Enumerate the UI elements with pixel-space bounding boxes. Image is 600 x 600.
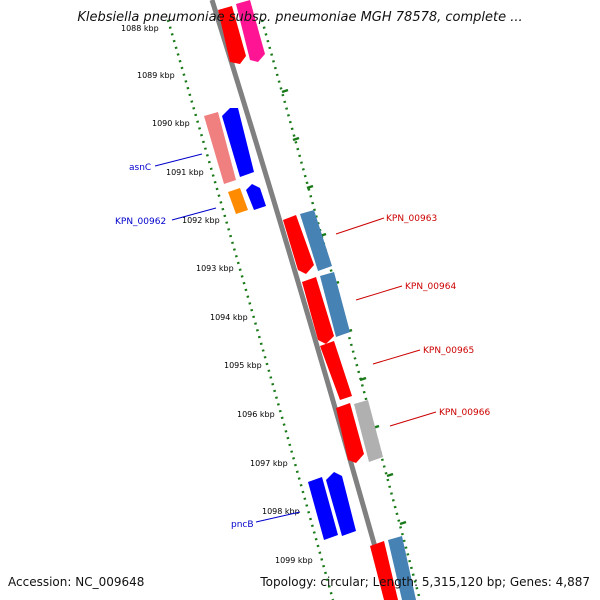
gene-arrow-red-top bbox=[218, 6, 246, 64]
kbp-label: 1091 kbp bbox=[166, 168, 204, 177]
gene-arrow-blue-pncb-2 bbox=[326, 472, 356, 536]
kbp-label: 1092 kbp bbox=[182, 216, 220, 225]
gene-label-kpn00964[interactable]: KPN_00964 bbox=[405, 282, 456, 292]
gene-label-kpn00966-group: KPN_00966 bbox=[389, 408, 490, 427]
gene-label-kpn00963[interactable]: KPN_00963 bbox=[386, 214, 437, 224]
gene-label-kpn00965[interactable]: KPN_00965 bbox=[423, 346, 474, 356]
kbp-label: 1098 kbp bbox=[262, 507, 300, 516]
gene-label-kpn00962[interactable]: KPN_00962 bbox=[115, 217, 166, 227]
gene-label-kpn00965-group: KPN_00965 bbox=[372, 346, 474, 365]
gene-arrows bbox=[204, 0, 416, 600]
gene-arrow-red-00966 bbox=[336, 403, 364, 463]
gene-label-kpn00964-group: KPN_00964 bbox=[355, 282, 456, 301]
gene-label-kpn00962-group: KPN_00962 bbox=[115, 207, 217, 227]
kbp-label: 1090 kbp bbox=[152, 119, 190, 128]
kbp-label: 1096 kbp bbox=[237, 410, 275, 419]
gene-arrow-blue-small bbox=[246, 184, 266, 210]
genome-summary-text: Topology: circular; Length: 5,315,120 bp… bbox=[260, 575, 590, 589]
gene-arrow-red-00965 bbox=[320, 341, 352, 400]
map-title: Klebsiella pneumoniae subsp. pneumoniae … bbox=[77, 10, 523, 25]
gene-label-kpn00963-group: KPN_00963 bbox=[335, 214, 437, 235]
kbp-label: 1099 kbp bbox=[275, 556, 313, 565]
gene-label-kpn00966[interactable]: KPN_00966 bbox=[439, 408, 490, 418]
kbp-label: 1094 kbp bbox=[210, 313, 248, 322]
gene-label-pncb[interactable]: pncB bbox=[231, 520, 254, 530]
kbp-label: 1089 kbp bbox=[137, 71, 175, 80]
gene-arrow-red-bottom bbox=[370, 541, 398, 600]
kbp-label: 1097 kbp bbox=[250, 459, 288, 468]
genome-backbone bbox=[209, 0, 393, 600]
gene-label-asnc-group: asnC bbox=[129, 153, 203, 173]
gene-arrow-gray-00966 bbox=[354, 400, 383, 462]
gene-label-asnc[interactable]: asnC bbox=[129, 163, 151, 173]
gene-arrow-blue-pncb-1 bbox=[308, 477, 338, 540]
kbp-label: 1093 kbp bbox=[196, 264, 234, 273]
kbp-labels: 1088 kbp 1089 kbp 1090 kbp 1091 kbp 1092… bbox=[121, 24, 313, 565]
gene-arrow-steelblue-bottom bbox=[388, 536, 416, 600]
gene-arrow-blue-asnc bbox=[222, 108, 254, 177]
gene-arrow-salmon bbox=[204, 112, 236, 184]
gene-arrow-pink-top bbox=[236, 0, 265, 62]
gene-arrow-steelblue-00964 bbox=[320, 272, 350, 337]
accession-text: Accession: NC_009648 bbox=[8, 575, 145, 589]
kbp-label: 1095 kbp bbox=[224, 361, 262, 370]
gene-arrow-orange bbox=[228, 188, 248, 214]
kbp-label: 1088 kbp bbox=[121, 24, 159, 33]
gene-arrow-red-00963 bbox=[283, 215, 314, 274]
gene-arrow-steelblue-00963 bbox=[300, 210, 332, 271]
gene-label-pncb-group: pncB bbox=[231, 511, 301, 530]
gene-arrow-red-00964 bbox=[302, 277, 334, 344]
